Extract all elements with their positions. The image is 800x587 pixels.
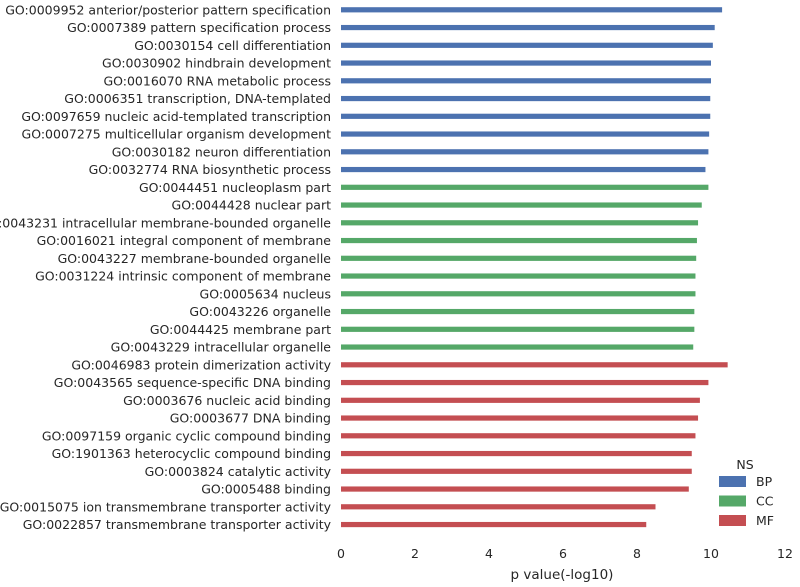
bar-bp-2 bbox=[341, 42, 713, 48]
bar-cc-19 bbox=[341, 344, 694, 350]
x-tick-labels-group: 0 2 4 6 8 10 12 bbox=[337, 546, 793, 561]
category-label: GO:0006351 transcription, DNA-templated bbox=[64, 91, 331, 106]
category-label: GO:0043231 intracellular membrane-bounde… bbox=[0, 215, 331, 230]
category-label: GO:0016021 integral component of membran… bbox=[37, 233, 332, 248]
bar-mf-24 bbox=[341, 433, 696, 439]
category-label: GO:0030154 cell differentiation bbox=[134, 38, 331, 53]
bar-mf-28 bbox=[341, 504, 656, 510]
bar-bp-6 bbox=[341, 113, 711, 119]
bar-cc-10 bbox=[341, 184, 709, 190]
category-label: GO:0003676 nucleic acid binding bbox=[123, 393, 331, 408]
legend-swatch-mf bbox=[719, 515, 746, 526]
bar-cc-14 bbox=[341, 255, 697, 261]
bar-bp-5 bbox=[341, 95, 711, 102]
legend-label-cc: CC bbox=[756, 494, 774, 509]
bar-cc-16 bbox=[341, 291, 696, 297]
bar-bp-1 bbox=[341, 24, 715, 31]
category-label: GO:0043565 sequence-specific DNA binding bbox=[54, 375, 331, 390]
bar-bp-8 bbox=[341, 149, 709, 155]
category-labels-group: GO:0009952 anterior/posterior pattern sp… bbox=[0, 2, 332, 532]
category-label: GO:0031224 intrinsic component of membra… bbox=[35, 269, 331, 284]
bar-bp-9 bbox=[341, 166, 706, 173]
category-label: GO:0030902 hindbrain development bbox=[102, 56, 331, 71]
bar-mf-23 bbox=[341, 415, 699, 421]
category-label: GO:0007389 pattern specification process bbox=[67, 20, 331, 35]
category-label: GO:0043227 membrane-bounded organelle bbox=[58, 251, 332, 266]
bar-cc-12 bbox=[341, 220, 699, 226]
category-label: GO:0097159 organic cyclic compound bindi… bbox=[42, 428, 331, 443]
x-axis-label: p value(-log10) bbox=[511, 567, 614, 583]
category-label: GO:0097659 nucleic acid-templated transc… bbox=[21, 109, 331, 124]
category-label: GO:0005634 nucleus bbox=[200, 286, 331, 301]
x-tick-label: 6 bbox=[559, 546, 567, 561]
legend-label-mf: MF bbox=[756, 513, 774, 528]
bar-mf-25 bbox=[341, 450, 692, 457]
legend-label-bp: BP bbox=[756, 474, 773, 489]
category-label: GO:0003824 catalytic activity bbox=[145, 464, 332, 479]
category-label: GO:0016070 RNA metabolic process bbox=[103, 73, 331, 88]
category-label: GO:0009952 anterior/posterior pattern sp… bbox=[5, 2, 331, 17]
bar-mf-29 bbox=[341, 521, 647, 528]
bars-group bbox=[341, 7, 728, 528]
bar-bp-7 bbox=[341, 131, 710, 137]
bar-mf-26 bbox=[341, 468, 692, 474]
legend-swatch-bp bbox=[719, 476, 746, 487]
category-label: GO:0044451 nucleoplasm part bbox=[139, 180, 331, 195]
category-label: GO:0044425 membrane part bbox=[150, 322, 331, 337]
x-tick-label: 8 bbox=[633, 546, 641, 561]
category-label: GO:0015075 ion transmembrane transporter… bbox=[0, 499, 332, 514]
category-label: GO:1901363 heterocyclic compound binding bbox=[52, 446, 331, 461]
category-label: GO:0043226 organelle bbox=[189, 304, 331, 319]
bar-bp-3 bbox=[341, 60, 711, 66]
category-label: GO:0030182 neuron differentiation bbox=[112, 144, 331, 159]
bar-mf-20 bbox=[341, 362, 728, 368]
bar-mf-27 bbox=[341, 486, 689, 492]
bar-bp-4 bbox=[341, 78, 711, 84]
legend-swatch-cc bbox=[719, 495, 746, 507]
category-label: GO:0046983 protein dimerization activity bbox=[71, 357, 331, 372]
bar-bp-0 bbox=[341, 7, 723, 13]
category-label: GO:0003677 DNA binding bbox=[170, 411, 331, 426]
category-label: GO:0032774 RNA biosynthetic process bbox=[89, 162, 331, 177]
bar-cc-13 bbox=[341, 237, 697, 244]
x-tick-label: 10 bbox=[703, 546, 719, 561]
legend-title: NS bbox=[736, 457, 753, 472]
category-label: GO:0007275 multicellular organism develo… bbox=[22, 127, 332, 142]
category-label: GO:0005488 binding bbox=[201, 482, 331, 497]
bar-cc-11 bbox=[341, 202, 702, 208]
bar-cc-18 bbox=[341, 326, 695, 332]
category-label: GO:0044428 nuclear part bbox=[172, 198, 332, 213]
category-label: GO:0022857 transmembrane transporter act… bbox=[23, 517, 332, 532]
bar-cc-17 bbox=[341, 308, 695, 315]
x-tick-label: 2 bbox=[411, 546, 419, 561]
bar-cc-15 bbox=[341, 273, 696, 279]
bar-mf-21 bbox=[341, 379, 709, 386]
x-tick-label: 4 bbox=[485, 546, 493, 561]
x-tick-label: 12 bbox=[777, 546, 793, 561]
legend: NS BP CC MF bbox=[719, 457, 774, 528]
category-label: GO:0043229 intracellular organelle bbox=[111, 340, 332, 355]
x-tick-label: 0 bbox=[337, 546, 345, 561]
bar-mf-22 bbox=[341, 397, 700, 403]
